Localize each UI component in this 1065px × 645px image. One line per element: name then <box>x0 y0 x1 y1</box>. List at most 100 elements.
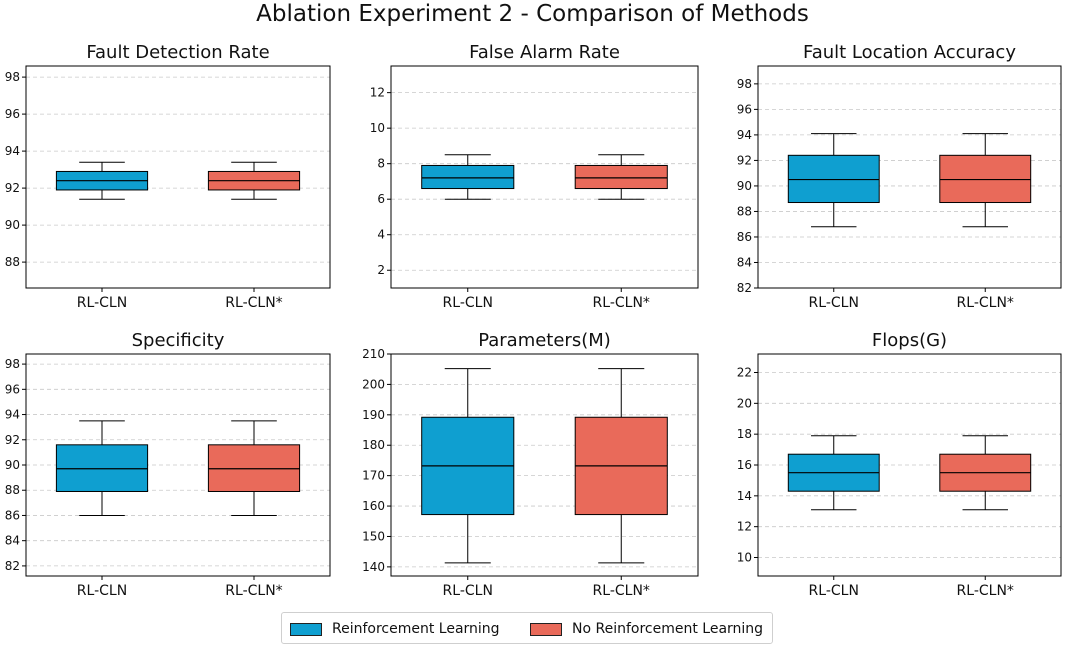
y-tick-label: 140 <box>362 560 385 574</box>
y-tick-label: 90 <box>5 218 20 232</box>
y-tick-label: 86 <box>737 230 752 244</box>
y-tick-label: 210 <box>362 347 385 361</box>
y-tick-label: 14 <box>737 489 752 503</box>
x-tick-label: RL-CLN* <box>225 295 282 311</box>
y-tick-label: 10 <box>370 121 385 135</box>
box-RL-CLN <box>421 154 515 200</box>
y-tick-label: 98 <box>5 357 20 371</box>
x-tick-label: RL-CLN <box>443 583 493 599</box>
box-iqr <box>939 154 1032 204</box>
axes-frame <box>390 353 699 577</box>
box-RL-CLN <box>421 368 515 564</box>
y-tick-label: 98 <box>5 70 20 84</box>
subplot-title: False Alarm Rate <box>469 42 620 63</box>
subplot-5: 140 150 160 170 180 190 200 210 RL-CLN RL-CLN* Par… <box>362 330 699 599</box>
y-tick-label: 92 <box>5 433 20 447</box>
box-RL-CLN* <box>574 154 668 200</box>
y-tick-label: 94 <box>5 408 20 422</box>
y-tick-label: 90 <box>737 179 752 193</box>
box-RL-CLN* <box>207 161 301 200</box>
x-tick-label: RL-CLN <box>443 295 493 311</box>
box-iqr <box>55 444 149 492</box>
y-tick-label: 84 <box>5 534 20 548</box>
legend-swatch-no-rl <box>530 622 562 636</box>
y-tick-label: 150 <box>362 529 385 543</box>
box-RL-CLN <box>55 161 149 200</box>
axes-frame <box>25 65 331 289</box>
y-tick-label: 8 <box>377 157 385 171</box>
legend: Reinforcement Learning No Reinforcement … <box>281 612 773 644</box>
y-tick-label: 86 <box>5 508 20 522</box>
box-iqr <box>421 164 515 190</box>
x-tick-label: RL-CLN <box>77 583 127 599</box>
y-tick-label: 160 <box>362 499 385 513</box>
y-tick-label: 92 <box>737 153 752 167</box>
box-RL-CLN* <box>939 435 1032 511</box>
subplot-title: Fault Location Accuracy <box>803 42 1016 63</box>
subplot-title: Flops(G) <box>872 330 947 351</box>
y-tick-label: 82 <box>5 559 20 573</box>
y-tick-label: 20 <box>737 396 752 410</box>
legend-swatch-rl <box>290 622 322 636</box>
subplot-title: Parameters(M) <box>478 330 611 351</box>
x-tick-label: RL-CLN* <box>593 295 650 311</box>
y-tick-label: 16 <box>737 458 752 472</box>
box-RL-CLN* <box>574 368 668 564</box>
box-RL-CLN <box>787 133 880 228</box>
box-iqr <box>787 154 880 204</box>
axes-frame <box>757 65 1062 289</box>
box-RL-CLN* <box>939 133 1032 228</box>
y-tick-label: 88 <box>5 483 20 497</box>
subplot-2: 2 4 6 8 10 12 RL-CLN RL-CLN* False Alarm Rate <box>370 42 699 311</box>
y-tick-label: 96 <box>5 382 20 396</box>
box-RL-CLN <box>55 420 149 516</box>
y-tick-label: 12 <box>737 520 752 534</box>
legend-label-rl: Reinforcement Learning <box>332 621 500 637</box>
x-tick-label: RL-CLN* <box>957 295 1014 311</box>
x-tick-label: RL-CLN* <box>593 583 650 599</box>
y-tick-label: 10 <box>737 551 752 565</box>
y-tick-label: 84 <box>737 255 752 269</box>
y-tick-label: 92 <box>5 181 20 195</box>
axes-frame <box>757 353 1062 577</box>
y-tick-label: 22 <box>737 366 752 380</box>
y-tick-label: 98 <box>737 77 752 91</box>
y-tick-label: 18 <box>737 427 752 441</box>
y-tick-label: 94 <box>5 144 20 158</box>
y-tick-label: 90 <box>5 458 20 472</box>
x-tick-label: RL-CLN <box>809 295 859 311</box>
y-tick-label: 4 <box>377 228 385 242</box>
box-iqr <box>207 444 301 492</box>
box-iqr <box>574 164 668 190</box>
y-tick-label: 170 <box>362 469 385 483</box>
y-tick-label: 88 <box>5 255 20 269</box>
legend-item-no-rl: No Reinforcement Learning <box>530 619 763 639</box>
box-RL-CLN* <box>207 420 301 516</box>
legend-label-no-rl: No Reinforcement Learning <box>572 621 764 637</box>
y-tick-label: 190 <box>362 408 385 422</box>
subplot-title: Specificity <box>132 330 225 351</box>
subplot-6: 10 12 14 16 18 20 22 RL-CLN RL-CLN* Flops(G) <box>737 330 1062 599</box>
y-tick-label: 6 <box>377 192 385 206</box>
x-tick-label: RL-CLN* <box>957 583 1014 599</box>
axes-frame <box>390 65 699 289</box>
x-tick-label: RL-CLN <box>809 583 859 599</box>
subplot-4: 82 84 86 88 90 92 94 96 98 RL-CLN RL-CLN* Specifici… <box>5 330 331 599</box>
y-tick-label: 82 <box>737 281 752 295</box>
y-tick-label: 94 <box>737 128 752 142</box>
legend-item-rl: Reinforcement Learning <box>290 619 500 639</box>
subplot-1: 88 90 92 94 96 98 RL-CLN RL-CLN* Fault Detection… <box>5 42 331 311</box>
y-tick-label: 96 <box>737 102 752 116</box>
y-tick-label: 12 <box>370 86 385 100</box>
subplot-3: 82 84 86 88 90 92 94 96 98 RL-CLN RL-CLN* Fault Loc… <box>737 42 1062 311</box>
subplot-title: Fault Detection Rate <box>86 42 269 63</box>
x-tick-label: RL-CLN <box>77 295 127 311</box>
y-tick-label: 96 <box>5 107 20 121</box>
y-tick-label: 200 <box>362 377 385 391</box>
axes-frame <box>25 353 331 577</box>
figure-title: Ablation Experiment 2 - Comparison of Me… <box>256 1 809 27</box>
y-tick-label: 2 <box>377 263 385 277</box>
y-tick-label: 180 <box>362 438 385 452</box>
y-tick-label: 88 <box>737 204 752 218</box>
